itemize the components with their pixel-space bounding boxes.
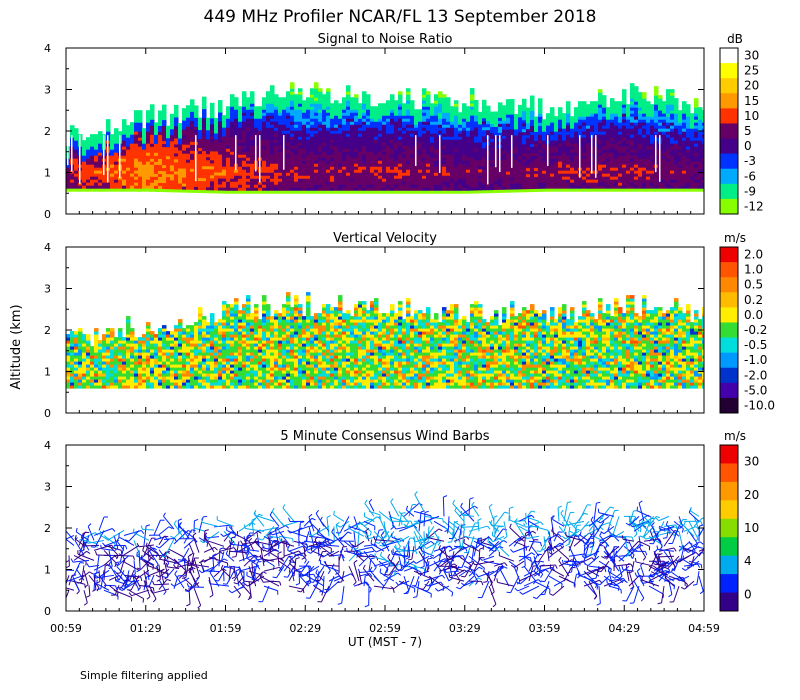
y-tick-label: 2 [44, 522, 51, 535]
x-tick-label: 03:29 [449, 622, 481, 635]
colorbar-tick-label: 2.0 [744, 248, 763, 262]
colorbar-tick-label: 30 [744, 49, 759, 63]
x-axis-label: UT (MST - 7) [348, 635, 422, 649]
colorbar: m/s 2.01.00.50.20.0-0.2-0.5-1.0-2.0-5.0-1… [719, 231, 775, 414]
panel-title: Vertical Velocity [333, 231, 437, 246]
x-tick-label: 02:29 [289, 622, 321, 635]
y-tick-label: 3 [44, 283, 51, 296]
y-tick-label: 3 [44, 481, 51, 494]
colorbar-tick-label: 0 [744, 587, 752, 601]
x-tick-label: 00:59 [50, 622, 82, 635]
y-tick-label: 4 [44, 439, 51, 452]
colorbar-unit: dB [727, 32, 743, 46]
x-tick-label: 03:59 [529, 622, 561, 635]
y-tick-label: 1 [44, 366, 51, 379]
x-tick-label: 01:29 [130, 622, 162, 635]
colorbar-tick-label: 0.0 [744, 308, 763, 322]
y-tick-label: 0 [44, 407, 51, 420]
colorbar: m/s 30 20 10 4 0 [719, 429, 759, 612]
colorbar-tick-label: -6 [744, 169, 756, 183]
y-tick-label: 1 [44, 564, 51, 577]
colorbar-tick-label: 0.5 [744, 278, 763, 292]
colorbar-tick-label: 0.2 [744, 293, 763, 307]
panel-2: Vertical Velocity 0 1 2 3 4 m/s 2.01.00.50.20.0… [44, 231, 775, 420]
colorbar-tick-label: 0 [744, 139, 752, 153]
wind-barbs [66, 491, 704, 609]
data-field [66, 292, 704, 389]
y-tick-label: 4 [44, 42, 51, 55]
y-tick-label: 3 [44, 84, 51, 97]
panel-title: Signal to Noise Ratio [318, 32, 453, 47]
colorbar-tick-label: -0.5 [744, 338, 767, 352]
colorbar-tick-label: 20 [744, 79, 759, 93]
x-tick-label: 01:59 [210, 622, 242, 635]
colorbar-tick-label: -0.2 [744, 323, 767, 337]
colorbar-tick-label: 1.0 [744, 263, 763, 277]
colorbar-tick-label: 4 [744, 554, 752, 568]
colorbar-tick-label: 15 [744, 94, 759, 108]
y-tick-label: 4 [44, 241, 51, 254]
colorbar-tick-label: -10.0 [744, 398, 775, 412]
colorbar-unit: m/s [724, 231, 746, 245]
y-axis-label: Altitude (km) [9, 304, 24, 389]
panel-1: Signal to Noise Ratio01234dB302520151050… [44, 32, 764, 221]
x-tick-label: 04:59 [688, 622, 720, 635]
colorbar-tick-label: 10 [744, 521, 759, 535]
colorbar-tick-label: -1.0 [744, 353, 767, 367]
y-tick-label: 0 [44, 605, 51, 618]
colorbar-tick-label: -12 [744, 199, 764, 213]
colorbar-tick-label: -5.0 [744, 383, 767, 397]
y-tick-label: 2 [44, 125, 51, 138]
panel-title: 5 Minute Consensus Wind Barbs [280, 429, 489, 444]
colorbar-tick-label: 5 [744, 124, 752, 138]
colorbar-tick-label: -9 [744, 184, 756, 198]
y-tick-label: 1 [44, 167, 51, 180]
y-tick-label: 0 [44, 208, 51, 221]
x-tick-label: 02:59 [369, 622, 401, 635]
y-tick-label: 2 [44, 324, 51, 337]
colorbar-tick-label: 25 [744, 64, 759, 78]
x-axis-tick-labels: 00:59 01:29 01:59 02:29 02:59 03:29 03:59 04:29… [50, 622, 720, 635]
data-field [66, 82, 704, 194]
colorbar-tick-label: -3 [744, 154, 756, 168]
colorbar-tick-label: 20 [744, 488, 759, 502]
colorbar-unit: m/s [724, 429, 746, 443]
footnote: Simple filtering applied [80, 669, 208, 682]
colorbar-tick-label: 10 [744, 109, 759, 123]
colorbar-tick-label: -2.0 [744, 368, 767, 382]
figure-title: 449 MHz Profiler NCAR/FL 13 September 20… [204, 7, 597, 27]
panel-3: 5 Minute Consensus Wind Barbs 0 1 2 3 4 m/s 30 2… [44, 429, 759, 618]
colorbar-tick-label: 30 [744, 455, 759, 469]
x-tick-label: 04:29 [608, 622, 640, 635]
